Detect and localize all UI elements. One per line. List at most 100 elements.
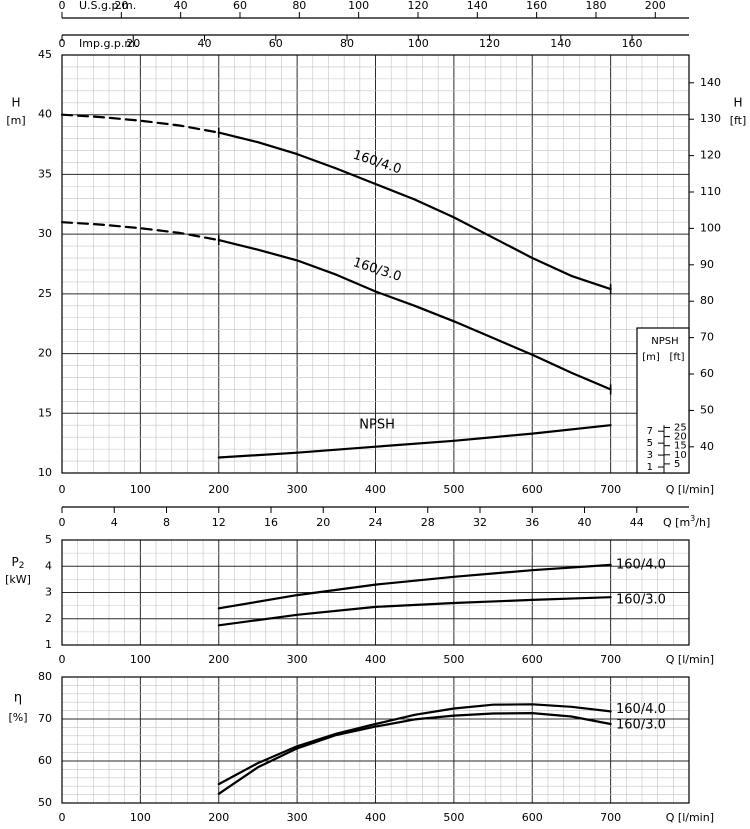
power-x-tick-label: 200: [208, 653, 229, 666]
impgpm-axis-label: Imp.g.p.m.: [79, 37, 139, 50]
m3h-tick-label: 36: [525, 516, 539, 529]
npsh-inset-title: NPSH: [651, 336, 678, 347]
npsh-inset-box: [636, 327, 690, 474]
npsh-curve-label: NPSH: [359, 418, 395, 433]
npsh-inset-m-label: 5: [647, 438, 653, 449]
usgpm-tick-label: 140: [467, 0, 488, 12]
m3h-axis-label: Q [m3/h]: [663, 514, 710, 530]
m3h-tick-label: 8: [163, 516, 170, 529]
head-y-tick-label: 25: [38, 287, 52, 300]
power-y-tick-label: 4: [45, 559, 52, 572]
efficiency-x-tick-label: 700: [600, 811, 621, 824]
efficiency-x-tick-label: 400: [365, 811, 386, 824]
head-right-tick-label: 60: [700, 367, 714, 380]
power-x-tick-label: 0: [59, 653, 66, 666]
npsh-inset-ft-label: 20: [674, 432, 687, 443]
efficiency-y-tick-label: 60: [38, 754, 52, 767]
usgpm-tick-label: 200: [645, 0, 666, 12]
impgpm-tick-label: 20: [126, 37, 140, 50]
efficiency-curve-160-3: [217, 711, 612, 795]
usgpm-tick-label: 100: [348, 0, 369, 12]
head-right-tick-label: 100: [700, 221, 721, 234]
head-x-tick-label: 700: [600, 483, 621, 496]
head-x-tick-label: 0: [59, 483, 66, 496]
impgpm-tick-label: 160: [622, 37, 643, 50]
m3h-tick-label: 24: [369, 516, 383, 529]
npsh-inset-ft-label: 25: [674, 422, 687, 433]
usgpm-axis-label: U.S.g.p.m.: [79, 0, 136, 12]
efficiency-x-tick-label: 200: [208, 811, 229, 824]
usgpm-zero-label: 0: [59, 0, 66, 12]
power-curve-label-160-3: 160/3.0: [616, 593, 666, 608]
npsh-curve: [217, 424, 612, 459]
head-right-tick-label: 90: [700, 258, 714, 271]
efficiency-curve-label-160-4: 160/4.0: [616, 702, 666, 717]
head-y-axis-unit: [m]: [6, 114, 25, 127]
power-y-axis-symbol: P2: [12, 555, 25, 571]
head-curve-160-3-dashed: [60, 221, 220, 242]
efficiency-curve-160-4: [217, 703, 612, 786]
usgpm-tick-label: 120: [407, 0, 428, 12]
power-curve-160-3: [217, 596, 612, 627]
head-y-tick-label: 30: [38, 227, 52, 240]
usgpm-tick-label: 60: [233, 0, 247, 12]
m3h-tick-label: 20: [316, 516, 330, 529]
head-x-tick-label: 600: [522, 483, 543, 496]
m3h-tick-label: 32: [473, 516, 487, 529]
head-right-tick-label: 120: [700, 149, 721, 162]
head-y-tick-label: 10: [38, 466, 52, 479]
head-x-tick-label: 300: [287, 483, 308, 496]
m3h-tick-label: 4: [111, 516, 118, 529]
impgpm-tick-label: 40: [198, 37, 212, 50]
power-y-axis-unit: [kW]: [5, 573, 31, 586]
power-chart-grid: [61, 539, 690, 646]
efficiency-y-axis-unit: [%]: [8, 711, 27, 724]
power-x-axis-label: Q [l/min]: [666, 653, 714, 666]
head-chart-frame: [61, 54, 690, 474]
head-curve-160-4: [217, 131, 612, 291]
power-x-tick-label: 500: [443, 653, 464, 666]
impgpm-zero-label: 0: [59, 37, 66, 50]
efficiency-curve-label-160-3: 160/3.0: [616, 717, 666, 732]
efficiency-chart-grid: [61, 676, 690, 804]
usgpm-tick-label: 40: [174, 0, 188, 12]
efficiency-y-tick-label: 70: [38, 712, 52, 725]
head-curve-160-4-dashed: [60, 113, 220, 134]
efficiency-chart-frame: [61, 676, 690, 804]
head-y-tick-label: 35: [38, 167, 52, 180]
m3h-tick-label: 44: [630, 516, 644, 529]
power-x-tick-label: 600: [522, 653, 543, 666]
power-x-tick-label: 700: [600, 653, 621, 666]
npsh-inset-m-label: 1: [647, 462, 653, 473]
head-y-tick-label: 45: [38, 48, 52, 61]
npsh-inset-ft-label: 10: [674, 450, 687, 461]
head-x-tick-label: 200: [208, 483, 229, 496]
head-x-tick-label: 400: [365, 483, 386, 496]
head-right-tick-label: 140: [700, 76, 721, 89]
efficiency-x-tick-label: 100: [130, 811, 151, 824]
head-right-tick-label: 50: [700, 403, 714, 416]
efficiency-x-axis-label: Q [l/min]: [666, 811, 714, 824]
head-y-axis-symbol: H: [11, 96, 20, 110]
head-curve-label-160-3: 160/3.0: [351, 255, 403, 285]
head-right-tick-label: 40: [700, 440, 714, 453]
m3h-tick-label: 0: [59, 516, 66, 529]
head-y-tick-label: 40: [38, 108, 52, 121]
impgpm-tick-label: 140: [550, 37, 571, 50]
m3h-tick-label: 12: [212, 516, 226, 529]
power-chart-frame: [61, 539, 690, 646]
npsh-inset-ft-label: 15: [674, 441, 687, 452]
head-right-tick-label: 80: [700, 294, 714, 307]
power-x-tick-label: 300: [287, 653, 308, 666]
m3h-tick-label: 40: [578, 516, 592, 529]
npsh-inset-unit-m: [m]: [642, 352, 660, 363]
head-right-tick-label: 130: [700, 112, 721, 125]
npsh-inset-unit-ft: [ft]: [669, 352, 684, 363]
usgpm-tick-label: 160: [526, 0, 547, 12]
efficiency-y-tick-label: 50: [38, 796, 52, 809]
power-x-tick-label: 100: [130, 653, 151, 666]
efficiency-x-tick-label: 500: [443, 811, 464, 824]
efficiency-x-tick-label: 600: [522, 811, 543, 824]
power-x-tick-label: 400: [365, 653, 386, 666]
